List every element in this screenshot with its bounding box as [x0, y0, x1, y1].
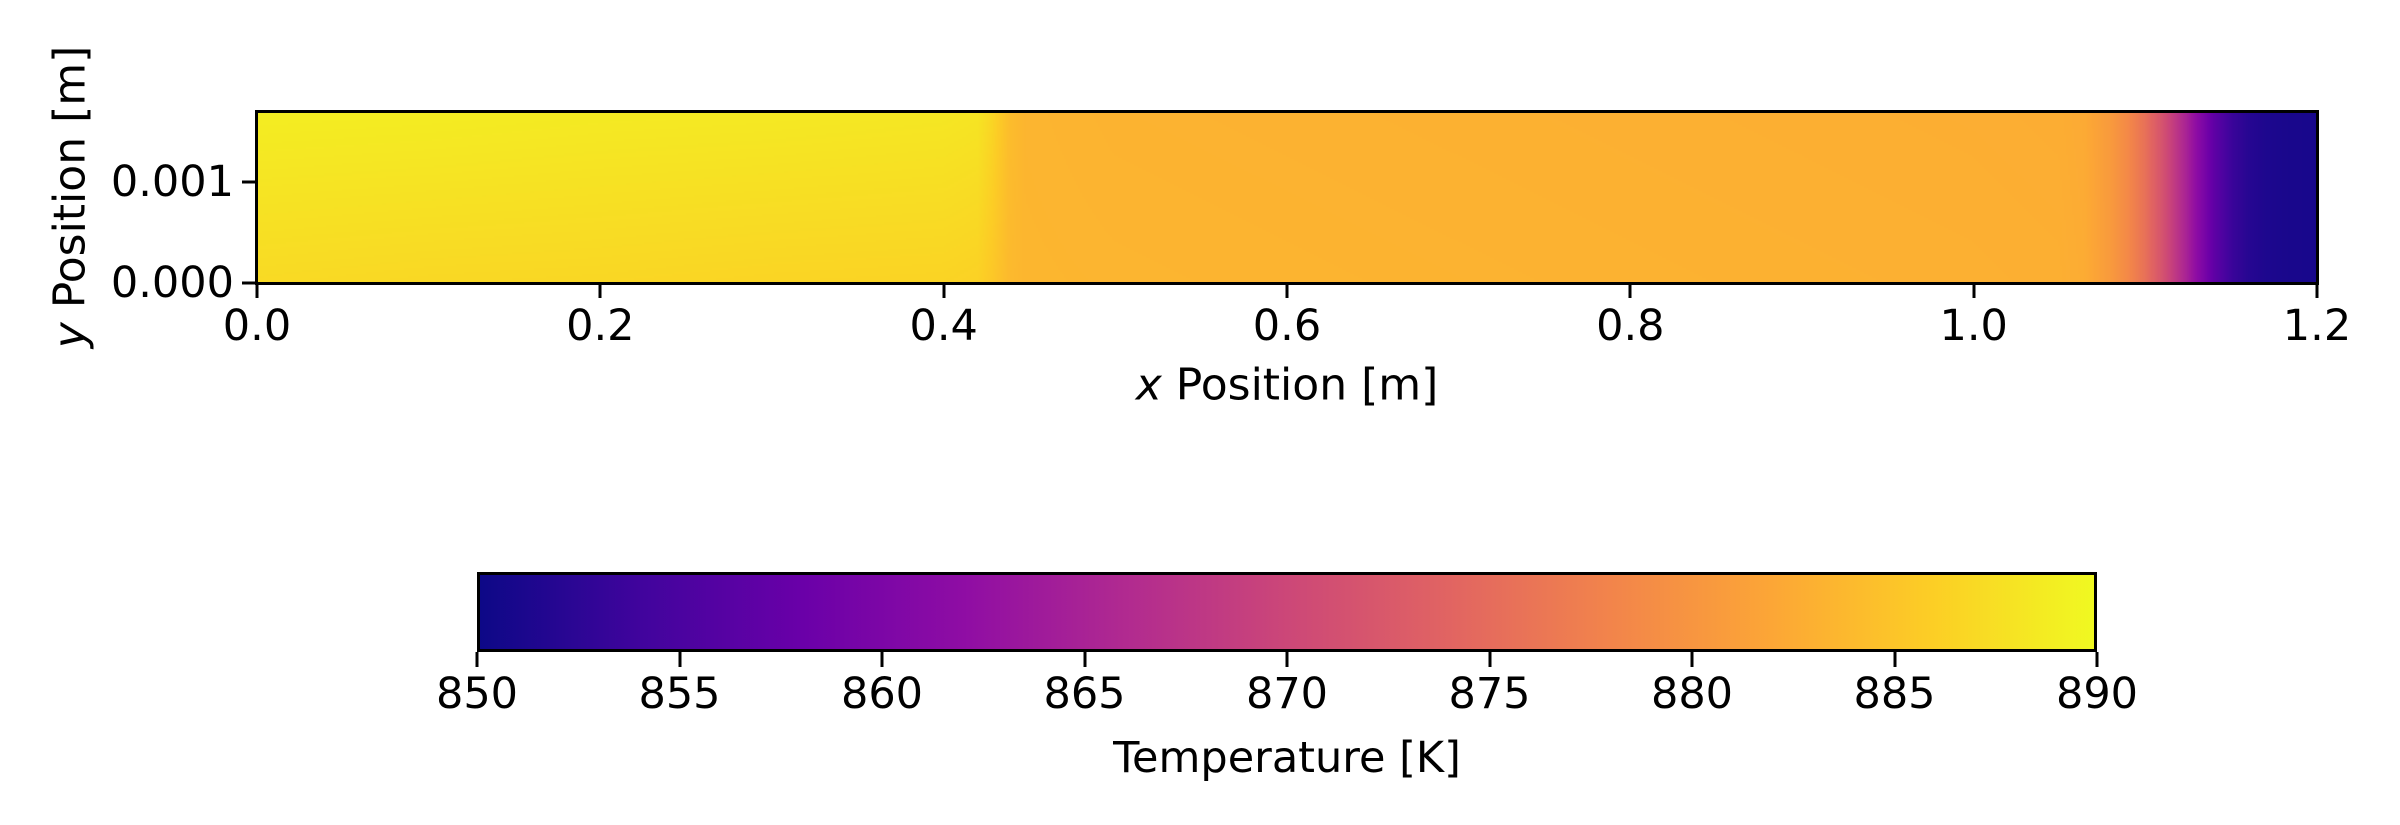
x-axis-title-variable: x	[1135, 359, 1162, 411]
y-tick-mark	[242, 180, 257, 184]
colorbar-tick-mark	[880, 652, 884, 667]
heatmap-plot-area	[257, 112, 2317, 283]
x-tick-label: 1.2	[2282, 301, 2352, 351]
colorbar-tick-label: 890	[2055, 669, 2139, 719]
x-tick-mark	[2315, 283, 2319, 298]
colorbar-tick-mark	[1690, 652, 1694, 667]
colorbar-tick-mark	[1488, 652, 1491, 667]
x-tick-label: 0.8	[1596, 301, 1665, 351]
y-tick-mark	[242, 281, 257, 285]
x-axis-title: x Position [m]	[1136, 360, 1439, 411]
colorbar-tick-label: 860	[840, 669, 924, 719]
colorbar	[477, 572, 2097, 652]
y-axis-title-variable: y	[44, 322, 96, 349]
y-axis-title-text: Position [m]	[44, 45, 96, 323]
x-tick-label: 1.0	[1939, 301, 2008, 351]
x-tick-mark	[598, 283, 602, 298]
colorbar-tick-label: 880	[1650, 669, 1734, 719]
y-tick-label: 0.000	[110, 258, 234, 308]
y-axis-title: y Position [m]	[45, 46, 96, 349]
colorbar-tick-mark	[1893, 652, 1896, 667]
x-tick-mark	[1628, 283, 1632, 298]
colorbar-tick-mark	[475, 652, 479, 667]
colorbar-tick-label: 875	[1448, 669, 1531, 719]
colorbar-tick-label: 870	[1245, 669, 1329, 719]
y-tick-label: 0.001	[110, 156, 234, 207]
colorbar-tick-mark	[2095, 652, 2099, 667]
x-tick-mark	[1285, 283, 1289, 298]
colorbar-tick-label: 885	[1853, 669, 1936, 719]
x-tick-label: 0.0	[222, 301, 292, 351]
x-tick-mark	[255, 283, 259, 298]
x-tick-label: 0.2	[566, 301, 635, 351]
x-tick-mark	[1972, 283, 1976, 298]
colorbar-tick-label: 855	[638, 669, 721, 719]
colorbar-title: Temperature [K]	[1113, 733, 1461, 783]
colorbar-tick-mark	[678, 652, 681, 667]
colorbar-tick-mark	[1285, 652, 1289, 667]
x-tick-mark	[942, 283, 946, 298]
colorbar-tick-mark	[1083, 652, 1086, 667]
colorbar-tick-label: 850	[435, 669, 519, 719]
x-tick-label: 0.6	[1252, 301, 1322, 351]
x-axis-title-text: Position [m]	[1161, 359, 1439, 411]
colorbar-tick-label: 865	[1043, 669, 1126, 719]
x-tick-label: 0.4	[909, 301, 978, 351]
